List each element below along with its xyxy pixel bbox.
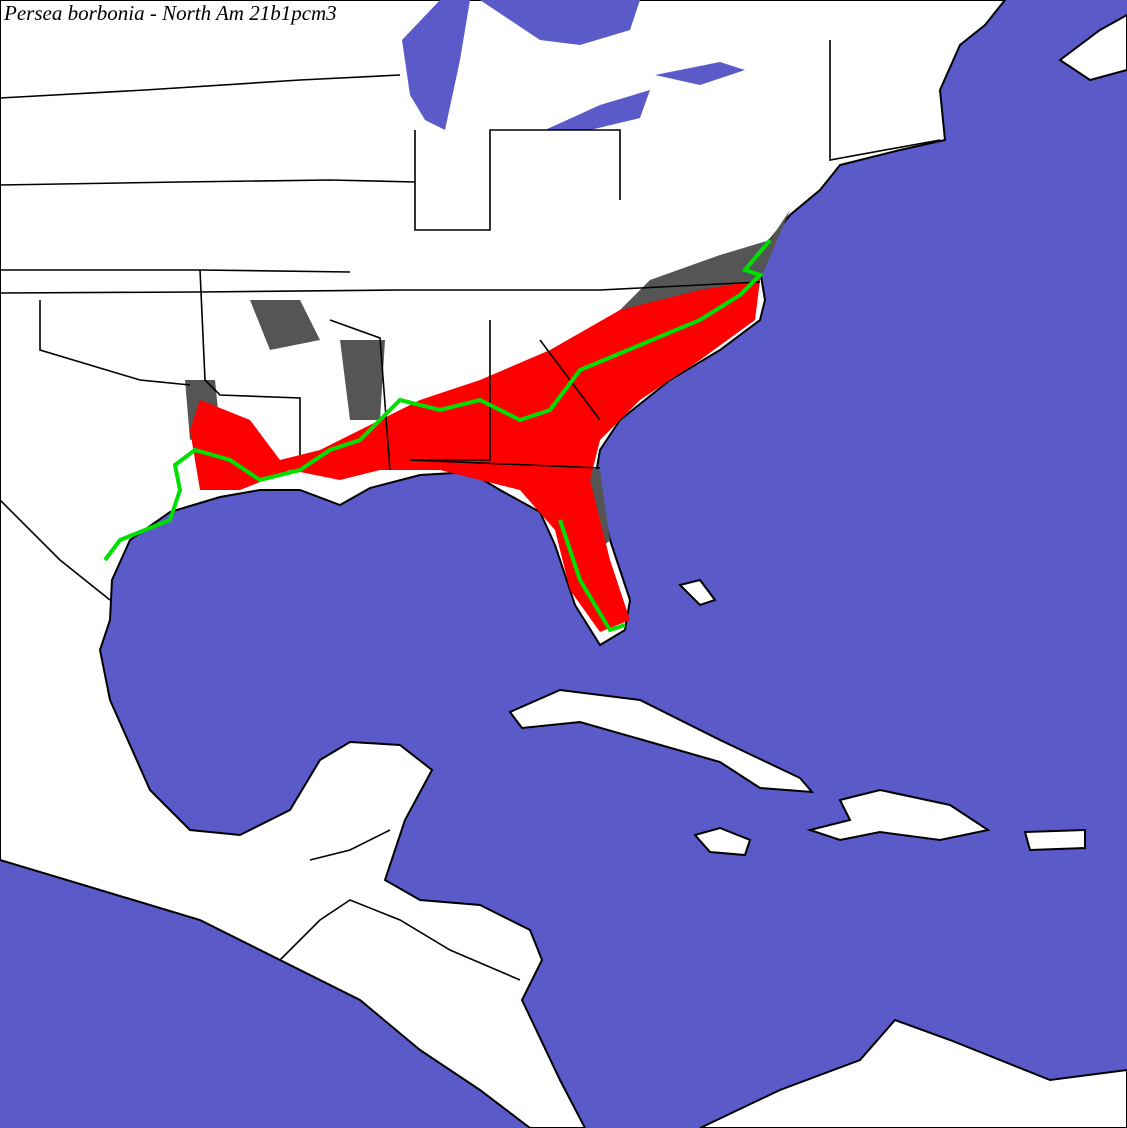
great-lakes xyxy=(402,0,745,130)
bahamas xyxy=(678,578,717,607)
title: Persea borbonia - North Am 21b1pcm3 xyxy=(3,1,337,25)
puerto-rico xyxy=(1023,828,1086,852)
nova-scotia xyxy=(1058,13,1127,82)
hispaniola xyxy=(806,788,991,842)
cuba xyxy=(508,688,815,794)
red-range xyxy=(190,280,760,632)
south-america xyxy=(699,1018,1127,1128)
jamaica xyxy=(693,826,752,857)
state-borders xyxy=(0,40,941,981)
green-contour-coast xyxy=(558,519,626,633)
green-contour xyxy=(103,238,772,562)
